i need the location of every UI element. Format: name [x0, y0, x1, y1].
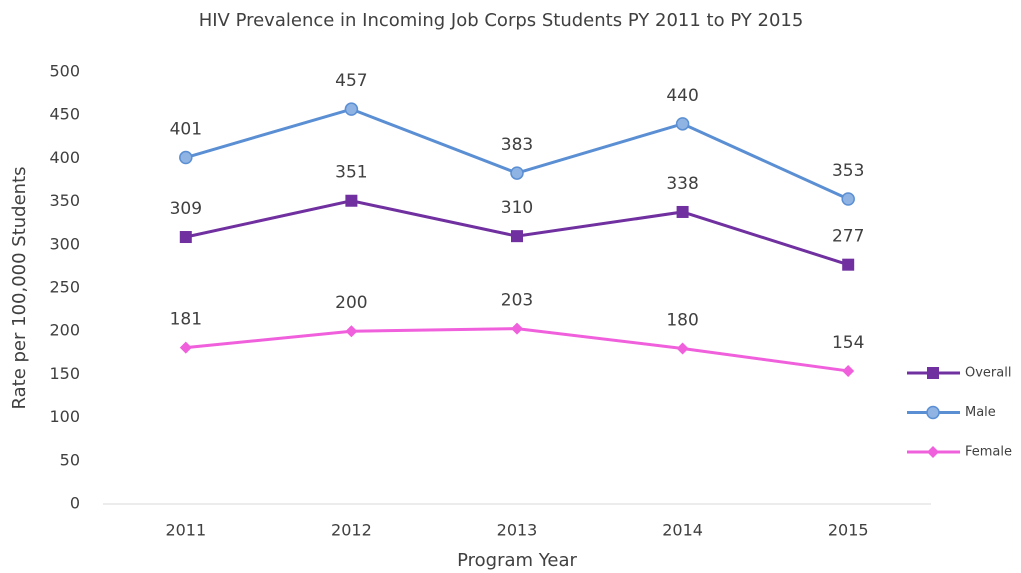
data-label: 277: [832, 227, 864, 247]
data-point: [676, 205, 689, 218]
data-point: [345, 325, 358, 338]
data-point: [675, 117, 690, 131]
y-tick-label: 200: [49, 321, 80, 340]
y-tick-label: 300: [49, 234, 80, 253]
legend-marker: [926, 405, 940, 420]
legend-marker: [927, 367, 939, 379]
y-tick-label: 0: [70, 494, 80, 513]
data-label: 457: [335, 71, 367, 91]
y-tick-label: 150: [49, 364, 80, 383]
data-label: 309: [170, 199, 202, 219]
data-point: [179, 341, 192, 354]
legend-marker: [927, 446, 939, 458]
data-point: [676, 342, 689, 355]
data-point: [345, 194, 358, 207]
data-label: 203: [501, 291, 533, 311]
y-tick-label: 400: [49, 148, 80, 167]
data-label: 351: [335, 163, 367, 183]
legend-label: Overall: [965, 366, 1011, 381]
x-axis-label: Program Year: [457, 550, 577, 571]
y-tick-label: 450: [49, 105, 80, 124]
x-tick-label: 2013: [497, 521, 538, 540]
data-point: [510, 166, 524, 180]
x-tick-label: 2011: [165, 521, 206, 540]
data-label: 154: [832, 333, 864, 353]
legend-label: Male: [965, 405, 996, 420]
data-point: [511, 322, 523, 335]
data-point: [511, 230, 523, 243]
legend-label: Female: [965, 445, 1012, 460]
data-point: [179, 231, 192, 244]
data-label: 310: [501, 198, 533, 218]
data-label: 180: [666, 310, 698, 330]
data-point: [179, 150, 193, 165]
x-tick-label: 2015: [828, 521, 869, 540]
data-label: 440: [666, 86, 698, 106]
y-tick-label: 350: [49, 191, 80, 210]
x-tick-label: 2012: [331, 521, 372, 540]
x-tick-label: 2014: [662, 521, 703, 540]
y-axis-label: Rate per 100,000 Students: [9, 166, 30, 409]
data-label: 338: [666, 174, 698, 194]
data-label: 181: [170, 310, 202, 330]
y-tick-label: 500: [49, 62, 80, 81]
y-tick-label: 250: [49, 278, 80, 297]
data-label: 353: [832, 161, 864, 181]
data-point: [344, 102, 359, 116]
chart-title: HIV Prevalence in Incoming Job Corps Stu…: [199, 10, 804, 31]
data-point: [842, 258, 855, 271]
data-point: [841, 192, 855, 206]
data-label: 200: [335, 293, 367, 313]
data-label: 383: [501, 135, 533, 155]
y-tick-label: 50: [60, 450, 80, 469]
data-point: [842, 364, 855, 377]
data-label: 401: [170, 120, 202, 140]
y-tick-label: 100: [49, 407, 80, 426]
